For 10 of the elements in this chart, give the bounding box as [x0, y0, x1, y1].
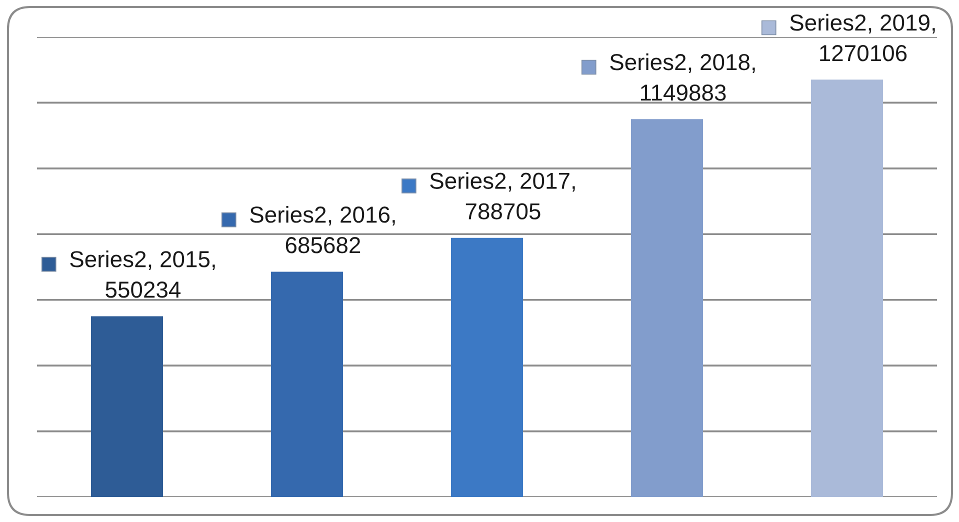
data-label: Series2, 2019, 1270106	[790, 14, 935, 62]
data-label: Series2, 2016, 685682	[250, 206, 395, 254]
data-label: Series2, 2018, 1149883	[610, 53, 755, 101]
data-label: Series2, 2015, 550234	[70, 250, 215, 298]
bar	[811, 80, 883, 497]
bar	[631, 119, 703, 497]
bar	[271, 272, 343, 497]
data-label: Series2, 2017, 788705	[430, 172, 575, 220]
bar	[451, 238, 523, 497]
bar	[91, 316, 163, 497]
